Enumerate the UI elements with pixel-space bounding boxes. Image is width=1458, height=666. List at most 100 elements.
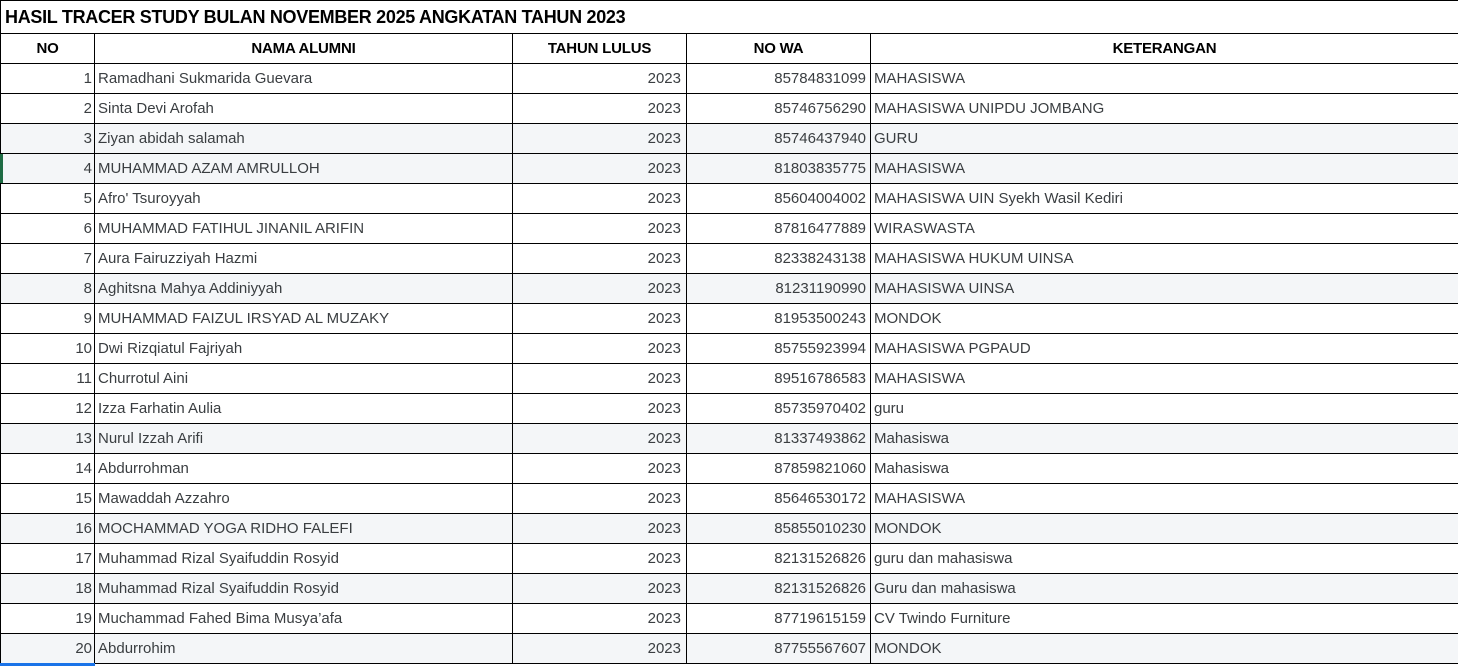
- cell-no[interactable]: 3: [0, 123, 95, 154]
- page-title[interactable]: HASIL TRACER STUDY BULAN NOVEMBER 2025 A…: [0, 0, 1458, 34]
- cell-nama[interactable]: Afro' Tsuroyyah: [94, 183, 513, 214]
- cell-no[interactable]: 17: [0, 543, 95, 574]
- cell-ket[interactable]: MONDOK: [870, 303, 1458, 334]
- cell-wa[interactable]: 85784831099: [686, 63, 871, 94]
- cell-tahun[interactable]: 2023: [512, 423, 687, 454]
- col-header-no[interactable]: NO: [0, 33, 95, 64]
- cell-nama[interactable]: Muchammad Fahed Bima Musya’afa: [94, 603, 513, 634]
- cell-ket[interactable]: MONDOK: [870, 633, 1458, 664]
- cell-ket[interactable]: Mahasiswa: [870, 423, 1458, 454]
- cell-nama[interactable]: Nurul Izzah Arifi: [94, 423, 513, 454]
- cell-nama[interactable]: Abdurrohim: [94, 633, 513, 664]
- cell-ket[interactable]: MAHASISWA: [870, 483, 1458, 514]
- cell-nama[interactable]: Muhammad Rizal Syaifuddin Rosyid: [94, 543, 513, 574]
- cell-nama[interactable]: Ramadhani Sukmarida Guevara: [94, 63, 513, 94]
- cell-nama[interactable]: MUHAMMAD FATIHUL JINANIL ARIFIN: [94, 213, 513, 244]
- cell-tahun[interactable]: 2023: [512, 153, 687, 184]
- cell-wa[interactable]: 85735970402: [686, 393, 871, 424]
- cell-ket[interactable]: Mahasiswa: [870, 453, 1458, 484]
- cell-wa[interactable]: 85646530172: [686, 483, 871, 514]
- cell-nama[interactable]: Ziyan abidah salamah: [94, 123, 513, 154]
- cell-ket[interactable]: guru: [870, 393, 1458, 424]
- cell-no[interactable]: 14: [0, 453, 95, 484]
- cell-wa[interactable]: 82338243138: [686, 243, 871, 274]
- cell-nama[interactable]: MUHAMMAD AZAM AMRULLOH: [94, 153, 513, 184]
- cell-wa[interactable]: 85755923994: [686, 333, 871, 364]
- cell-no[interactable]: 6: [0, 213, 95, 244]
- cell-nama[interactable]: Mawaddah Azzahro: [94, 483, 513, 514]
- cell-no[interactable]: 4: [0, 153, 95, 184]
- col-header-keterangan[interactable]: KETERANGAN: [870, 33, 1458, 64]
- cell-tahun[interactable]: 2023: [512, 93, 687, 124]
- cell-wa[interactable]: 85855010230: [686, 513, 871, 544]
- cell-no[interactable]: 19: [0, 603, 95, 634]
- cell-wa[interactable]: 87816477889: [686, 213, 871, 244]
- cell-wa[interactable]: 85604004002: [686, 183, 871, 214]
- cell-no[interactable]: 2: [0, 93, 95, 124]
- cell-wa[interactable]: 87859821060: [686, 453, 871, 484]
- cell-nama[interactable]: Izza Farhatin Aulia: [94, 393, 513, 424]
- col-header-wa[interactable]: NO WA: [686, 33, 871, 64]
- cell-nama[interactable]: Muhammad Rizal Syaifuddin Rosyid: [94, 573, 513, 604]
- cell-ket[interactable]: GURU: [870, 123, 1458, 154]
- cell-ket[interactable]: MAHASISWA UINSA: [870, 273, 1458, 304]
- cell-ket[interactable]: MAHASISWA UIN Syekh Wasil Kediri: [870, 183, 1458, 214]
- cell-ket[interactable]: MAHASISWA HUKUM UINSA: [870, 243, 1458, 274]
- cell-no[interactable]: 9: [0, 303, 95, 334]
- cell-tahun[interactable]: 2023: [512, 303, 687, 334]
- cell-no[interactable]: 13: [0, 423, 95, 454]
- cell-no[interactable]: 12: [0, 393, 95, 424]
- cell-ket[interactable]: MONDOK: [870, 513, 1458, 544]
- cell-no[interactable]: 11: [0, 363, 95, 394]
- cell-no[interactable]: 7: [0, 243, 95, 274]
- cell-tahun[interactable]: 2023: [512, 123, 687, 154]
- cell-nama[interactable]: Aura Fairuzziyah Hazmi: [94, 243, 513, 274]
- cell-nama[interactable]: MUHAMMAD FAIZUL IRSYAD AL MUZAKY: [94, 303, 513, 334]
- cell-ket[interactable]: MAHASISWA: [870, 363, 1458, 394]
- cell-ket[interactable]: Guru dan mahasiswa: [870, 573, 1458, 604]
- cell-no[interactable]: 1: [0, 63, 95, 94]
- cell-nama[interactable]: Aghitsna Mahya Addiniyyah: [94, 273, 513, 304]
- col-header-nama[interactable]: NAMA ALUMNI: [94, 33, 513, 64]
- cell-ket[interactable]: MAHASISWA: [870, 63, 1458, 94]
- cell-tahun[interactable]: 2023: [512, 603, 687, 634]
- col-header-tahun[interactable]: TAHUN LULUS: [512, 33, 687, 64]
- cell-tahun[interactable]: 2023: [512, 453, 687, 484]
- cell-tahun[interactable]: 2023: [512, 333, 687, 364]
- cell-wa[interactable]: 81803835775: [686, 153, 871, 184]
- cell-tahun[interactable]: 2023: [512, 243, 687, 274]
- cell-tahun[interactable]: 2023: [512, 633, 687, 664]
- cell-nama[interactable]: MOCHAMMAD YOGA RIDHO FALEFI: [94, 513, 513, 544]
- cell-wa[interactable]: 87755567607: [686, 633, 871, 664]
- cell-no[interactable]: 8: [0, 273, 95, 304]
- cell-ket[interactable]: CV Twindo Furniture: [870, 603, 1458, 634]
- cell-tahun[interactable]: 2023: [512, 513, 687, 544]
- cell-no[interactable]: 16: [0, 513, 95, 544]
- cell-nama[interactable]: Sinta Devi Arofah: [94, 93, 513, 124]
- cell-wa[interactable]: 82131526826: [686, 543, 871, 574]
- cell-tahun[interactable]: 2023: [512, 213, 687, 244]
- cell-ket[interactable]: MAHASISWA PGPAUD: [870, 333, 1458, 364]
- cell-no[interactable]: 10: [0, 333, 95, 364]
- cell-nama[interactable]: Churrotul Aini: [94, 363, 513, 394]
- cell-wa[interactable]: 81231190990: [686, 273, 871, 304]
- cell-tahun[interactable]: 2023: [512, 63, 687, 94]
- cell-nama[interactable]: Dwi Rizqiatul Fajriyah: [94, 333, 513, 364]
- cell-wa[interactable]: 82131526826: [686, 573, 871, 604]
- cell-ket[interactable]: guru dan mahasiswa: [870, 543, 1458, 574]
- cell-ket[interactable]: WIRASWASTA: [870, 213, 1458, 244]
- cell-wa[interactable]: 85746756290: [686, 93, 871, 124]
- cell-nama[interactable]: Abdurrohman: [94, 453, 513, 484]
- cell-no[interactable]: 5: [0, 183, 95, 214]
- cell-tahun[interactable]: 2023: [512, 573, 687, 604]
- cell-wa[interactable]: 85746437940: [686, 123, 871, 154]
- cell-no[interactable]: 15: [0, 483, 95, 514]
- cell-ket[interactable]: MAHASISWA UNIPDU JOMBANG: [870, 93, 1458, 124]
- cell-tahun[interactable]: 2023: [512, 483, 687, 514]
- cell-wa[interactable]: 81953500243: [686, 303, 871, 334]
- cell-tahun[interactable]: 2023: [512, 543, 687, 574]
- cell-wa[interactable]: 89516786583: [686, 363, 871, 394]
- cell-no[interactable]: 18: [0, 573, 95, 604]
- cell-wa[interactable]: 81337493862: [686, 423, 871, 454]
- cell-tahun[interactable]: 2023: [512, 363, 687, 394]
